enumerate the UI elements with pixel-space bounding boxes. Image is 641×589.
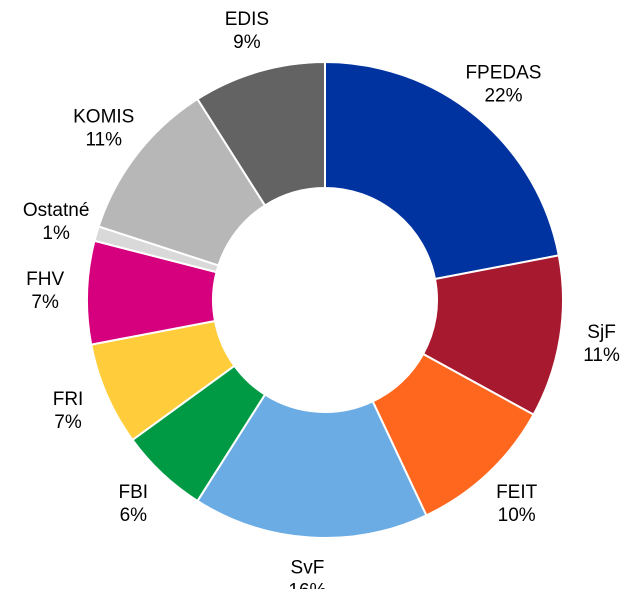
slice-name: FEIT — [496, 482, 538, 503]
donut-slice — [196, 60, 326, 207]
slice-label: 7% — [54, 412, 82, 433]
slice-label: 11% — [85, 129, 122, 150]
slice-name: FPEDAS — [465, 62, 541, 83]
slice-name: SjF — [587, 322, 616, 343]
slice-label: 11% — [583, 345, 620, 366]
slice-label: 9% — [233, 32, 261, 53]
slice-label: 16% — [288, 580, 326, 589]
slice-label: 1% — [42, 223, 70, 244]
slice-label: 22% — [484, 85, 522, 106]
slice-name: FRI — [53, 389, 84, 410]
slice-name: EDIS — [225, 9, 269, 30]
slice-label: 6% — [120, 505, 148, 526]
slice-name: SvF — [291, 557, 325, 578]
slice-label: 10% — [498, 505, 536, 526]
slice-name: FBI — [119, 482, 149, 503]
slice-name: FHV — [26, 269, 64, 290]
donut-slice — [324, 60, 560, 281]
donut-slice — [196, 393, 428, 539]
slice-name: KOMIS — [73, 106, 134, 127]
slice-label: 7% — [31, 292, 59, 313]
slice-name: Ostatné — [23, 200, 90, 221]
